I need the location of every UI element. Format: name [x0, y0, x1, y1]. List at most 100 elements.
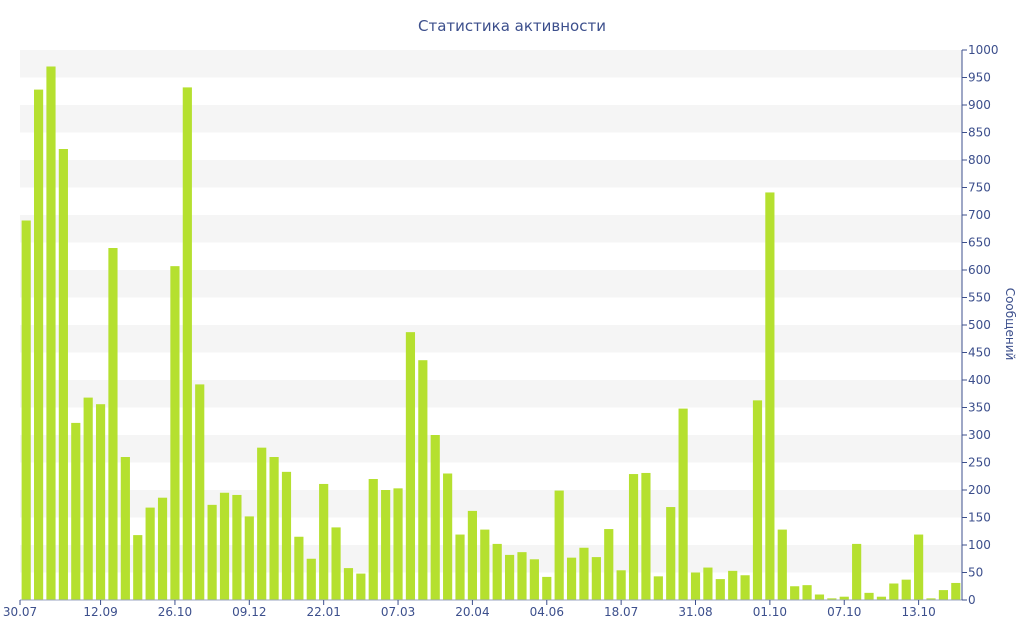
bar [566, 557, 577, 600]
bar [207, 504, 217, 600]
x-tick-label: 13.10 [901, 605, 935, 619]
x-tick-label: 30.07 [3, 605, 37, 619]
y-tick-label: 600 [968, 263, 991, 277]
y-tick-label: 850 [968, 126, 991, 140]
x-tick-label: 04.06 [530, 605, 564, 619]
bar [455, 534, 465, 600]
x-tick-label: 18.07 [604, 605, 638, 619]
y-tick-label: 750 [968, 181, 991, 195]
bar [938, 590, 948, 600]
x-tick-label: 07.03 [381, 605, 415, 619]
y-tick-label: 200 [968, 483, 991, 497]
grid-band [20, 435, 962, 463]
chart-title: Статистика активности [418, 17, 606, 35]
y-tick-label: 50 [968, 566, 983, 580]
bar [120, 457, 130, 600]
bar [715, 579, 725, 600]
bar [356, 573, 366, 600]
grid-band [20, 380, 962, 408]
grid-band [20, 50, 962, 78]
bar [71, 422, 81, 600]
bar [852, 543, 862, 600]
bar [802, 585, 812, 600]
bar [219, 492, 230, 600]
bar [505, 554, 515, 600]
bar [827, 598, 837, 600]
bar [628, 474, 639, 600]
bar [529, 559, 539, 600]
y-tick-label: 550 [968, 291, 991, 305]
bar [294, 536, 304, 600]
bar [34, 89, 44, 600]
bar [393, 488, 403, 600]
bar [182, 87, 192, 600]
y-tick-label: 400 [968, 373, 991, 387]
bar [542, 576, 552, 600]
grid-band [20, 270, 962, 298]
bar [443, 473, 453, 600]
bar [604, 529, 614, 600]
bar [381, 490, 391, 600]
bar [690, 572, 701, 600]
bar [666, 507, 676, 600]
x-tick-label: 09.12 [232, 605, 266, 619]
bar [728, 570, 738, 600]
x-tick-label: 12.09 [83, 605, 117, 619]
y-tick-label: 800 [968, 153, 991, 167]
bar [752, 400, 763, 600]
bar [83, 397, 93, 600]
bar [579, 547, 589, 600]
bar [343, 568, 354, 600]
bar [876, 596, 887, 600]
bar [269, 457, 279, 600]
bar [926, 598, 936, 600]
bar [170, 266, 180, 600]
grid-bands [20, 50, 962, 573]
grid-band [20, 215, 962, 243]
bar [641, 472, 651, 600]
bar [814, 594, 825, 600]
bar [517, 552, 527, 600]
bar [430, 435, 440, 600]
bar [591, 557, 601, 600]
bar [232, 494, 242, 600]
grid-band [20, 325, 962, 353]
bar [368, 479, 378, 600]
y-tick-label: 700 [968, 208, 991, 222]
bar [195, 384, 205, 600]
bar [257, 447, 267, 600]
x-tick-label: 22.01 [306, 605, 340, 619]
bar [951, 582, 961, 600]
bar [790, 586, 800, 600]
bar [914, 534, 924, 600]
bar [46, 66, 56, 600]
y-tick-label: 0 [968, 593, 976, 607]
bar [777, 529, 787, 600]
x-tick-label: 07.10 [827, 605, 861, 619]
bar [467, 510, 477, 600]
y-tick-label: 1000 [968, 43, 999, 57]
grid-band [20, 105, 962, 133]
bar [765, 192, 775, 600]
y-tick-label: 950 [968, 71, 991, 85]
bar [864, 592, 874, 600]
bars [21, 66, 961, 600]
x-axis: 30.07 12.09 26.10 09.12 22.01 07.03 20.04 04.06… [3, 599, 962, 619]
bar [306, 558, 316, 600]
x-tick-label: 01.10 [753, 605, 787, 619]
y-tick-label: 250 [968, 456, 991, 470]
bar [480, 529, 490, 600]
bar [58, 149, 68, 600]
y-tick-label: 150 [968, 511, 991, 525]
bar [405, 332, 416, 600]
bar [418, 360, 428, 600]
y-axis-label: Сообщений [1003, 288, 1017, 361]
bar [492, 543, 502, 600]
bar [281, 471, 292, 600]
bar [331, 527, 341, 600]
y-axis: 0 50 100 150 200 250 300 350 400 450 500 550 600 650 7… [961, 43, 999, 607]
bar [133, 535, 143, 600]
bar [839, 596, 849, 600]
y-tick-label: 900 [968, 98, 991, 112]
y-tick-label: 300 [968, 428, 991, 442]
